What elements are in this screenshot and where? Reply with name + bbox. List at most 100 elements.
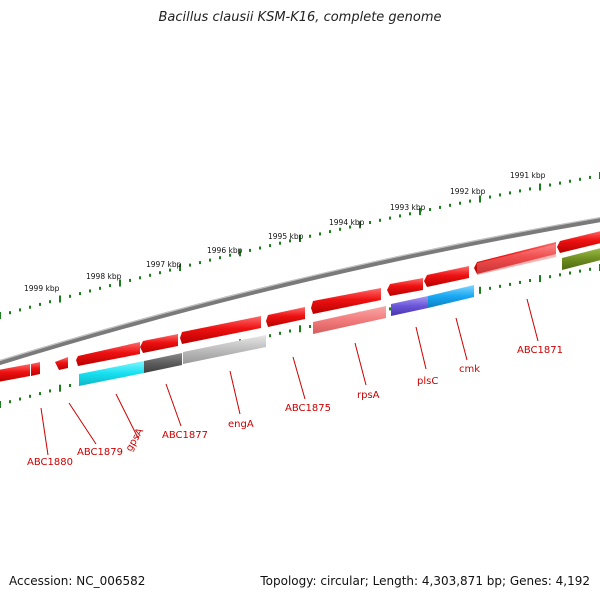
gene-arrow-abc1880-a	[0, 364, 30, 382]
inner-tick-29	[289, 329, 291, 333]
outer-tick-14	[139, 276, 141, 280]
inner-tick-7	[69, 384, 71, 387]
accession-text: Accession: NC_006582	[9, 574, 146, 588]
outer-tick-31	[309, 234, 311, 238]
cds-box-cmk	[428, 285, 474, 308]
outer-tick-57	[569, 179, 571, 183]
cds-box-olive	[562, 248, 600, 270]
inner-tick-48	[479, 286, 481, 294]
outer-tick-32	[319, 232, 321, 236]
inner-tick-52	[519, 280, 521, 284]
leader-abc1871	[526, 298, 539, 342]
gene-label-abc1879: ABC1879	[77, 447, 123, 458]
gene-arrow-gpsA	[76, 342, 140, 366]
outer-tick-27	[269, 244, 271, 248]
genome-summary-text: Topology: circular; Length: 4,303,871 bp…	[260, 574, 590, 588]
outer-tick-30	[299, 235, 301, 242]
outer-tick-33	[329, 230, 331, 234]
outer-tick-15	[149, 273, 151, 277]
inner-tick-28	[279, 331, 281, 335]
outer-tick-2	[19, 308, 21, 312]
inner-tick-5	[49, 389, 51, 393]
outer-tick-36	[359, 221, 361, 229]
gene-label-rpsA: rpsA	[357, 390, 380, 401]
inner-tick-4	[39, 392, 41, 396]
genome-backbone-highlight	[0, 217, 600, 362]
outer-tick-10	[99, 286, 101, 290]
gene-label-abc1871: ABC1871	[517, 345, 563, 356]
inner-tick-55	[549, 275, 551, 279]
genome-backbone	[0, 217, 600, 366]
outer-tick-37	[369, 221, 371, 224]
cds-box-gpsA	[79, 361, 144, 386]
outer-tick-25	[249, 248, 251, 252]
outer-tick-47	[469, 199, 471, 203]
leader-gpsA	[115, 393, 139, 439]
outer-tick-24	[239, 249, 241, 257]
outer-tick-56	[559, 181, 561, 185]
inner-tick-59	[589, 267, 591, 271]
label-leaders	[40, 298, 539, 456]
cds-box-abc1877	[144, 353, 182, 373]
outer-tick-39	[389, 216, 391, 220]
outer-tick-8	[79, 292, 81, 296]
outer-tick-16	[159, 271, 161, 275]
outer-tick-41	[409, 212, 411, 216]
gene-arrow-abc1879	[55, 357, 68, 370]
inner-tick-0	[0, 401, 1, 408]
outer-tick-59	[589, 175, 591, 179]
outer-tick-3	[29, 305, 31, 309]
outer-tick-55	[549, 183, 551, 187]
scale-label-1995: 1995 kbp	[268, 232, 304, 241]
inner-tick-51	[509, 282, 511, 286]
inner-tick-30	[299, 325, 301, 333]
outer-tick-34	[339, 227, 341, 231]
gene-arrow-abc1880-b	[31, 362, 40, 376]
outer-tick-40	[399, 214, 401, 218]
leader-abc1880	[40, 407, 49, 456]
gene-arrow-abc1877	[140, 334, 178, 353]
scale-label-1997: 1997 kbp	[146, 260, 182, 269]
outer-tick-52	[519, 189, 521, 193]
inner-tick-31	[309, 325, 311, 328]
inner-tick-53	[529, 279, 531, 282]
outer-tick-11	[109, 284, 111, 288]
inner-tick-2	[19, 397, 21, 401]
inner-tick-56	[559, 273, 561, 277]
gene-arrow-rpsA	[311, 288, 381, 314]
gene-arrow-cmk	[424, 266, 469, 287]
inner-tick-39	[389, 307, 391, 311]
outer-tick-46	[459, 201, 461, 205]
gene-label-abc1880: ABC1880	[27, 457, 73, 468]
inner-tick-49	[489, 286, 491, 290]
cds-box-abc1871	[477, 244, 556, 275]
leader-abc1879	[68, 402, 97, 445]
gene-label-abc1877: ABC1877	[162, 430, 208, 441]
outer-tick-54	[539, 183, 541, 191]
inner-tick-3	[29, 394, 31, 398]
cds-features	[79, 244, 600, 386]
leader-abc1877	[165, 383, 182, 427]
inner-tick-1	[9, 400, 11, 404]
outer-tick-21	[209, 258, 211, 262]
outer-tick-6	[59, 295, 61, 303]
inner-tick-58	[579, 269, 581, 273]
scale-label-1994: 1994 kbp	[329, 218, 365, 227]
outer-tick-43	[429, 208, 431, 211]
gene-label-engA: engA	[228, 419, 254, 430]
inner-tick-27	[269, 334, 271, 338]
outer-tick-17	[169, 268, 171, 272]
gene-label-abc1875: ABC1875	[285, 403, 331, 414]
outer-tick-58	[579, 177, 581, 181]
outer-scale-ticks	[0, 172, 600, 319]
outer-tick-23	[229, 253, 231, 257]
inner-tick-50	[499, 284, 501, 288]
outer-tick-42	[419, 208, 421, 216]
leader-cmk	[455, 317, 468, 361]
outer-tick-35	[349, 225, 351, 229]
gene-arrow-plsC	[387, 278, 423, 296]
scale-label-1993: 1993 kbp	[390, 203, 426, 212]
outer-tick-38	[379, 218, 381, 222]
gene-arrow-engA	[180, 316, 261, 344]
leader-rpsA	[354, 342, 367, 386]
